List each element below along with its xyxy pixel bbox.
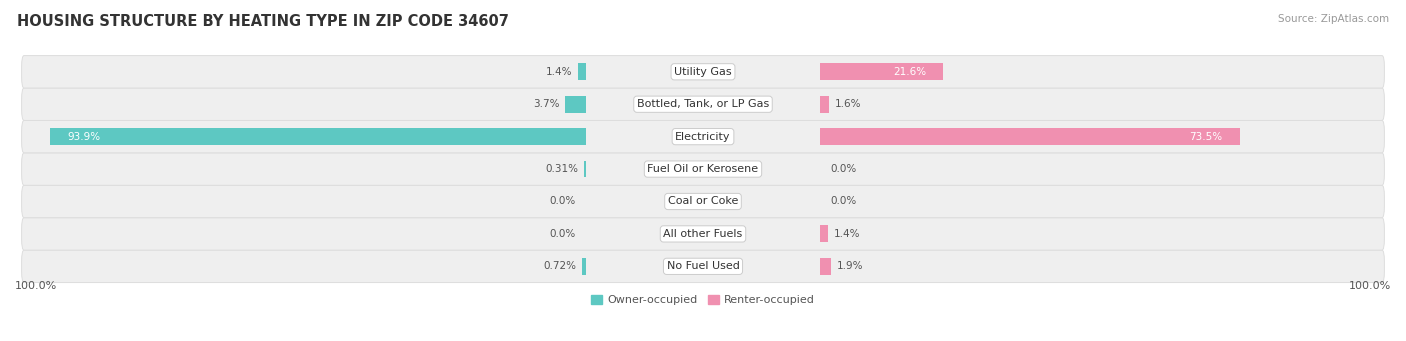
Bar bbox=[582, 258, 586, 275]
Text: 1.9%: 1.9% bbox=[837, 261, 863, 271]
FancyBboxPatch shape bbox=[21, 250, 1385, 283]
Text: Coal or Coke: Coal or Coke bbox=[668, 196, 738, 207]
Bar bbox=[49, 128, 586, 145]
Text: 0.72%: 0.72% bbox=[544, 261, 576, 271]
Text: 0.0%: 0.0% bbox=[550, 229, 575, 239]
Text: 0.0%: 0.0% bbox=[831, 164, 856, 174]
FancyBboxPatch shape bbox=[21, 153, 1385, 185]
Legend: Owner-occupied, Renter-occupied: Owner-occupied, Renter-occupied bbox=[586, 291, 820, 310]
FancyBboxPatch shape bbox=[21, 120, 1385, 153]
Bar bbox=[578, 63, 586, 80]
Bar bbox=[820, 258, 831, 275]
Text: 73.5%: 73.5% bbox=[1189, 132, 1222, 142]
Text: 1.4%: 1.4% bbox=[834, 229, 860, 239]
Text: 100.0%: 100.0% bbox=[15, 281, 58, 292]
FancyBboxPatch shape bbox=[21, 88, 1385, 120]
Bar bbox=[820, 225, 828, 242]
Text: Source: ZipAtlas.com: Source: ZipAtlas.com bbox=[1278, 14, 1389, 24]
FancyBboxPatch shape bbox=[21, 185, 1385, 218]
Text: 1.4%: 1.4% bbox=[546, 67, 572, 77]
Bar bbox=[820, 96, 830, 113]
Bar bbox=[820, 63, 943, 80]
Text: 100.0%: 100.0% bbox=[1348, 281, 1391, 292]
Text: 0.0%: 0.0% bbox=[550, 196, 575, 207]
FancyBboxPatch shape bbox=[21, 56, 1385, 88]
Text: Electricity: Electricity bbox=[675, 132, 731, 142]
Text: HOUSING STRUCTURE BY HEATING TYPE IN ZIP CODE 34607: HOUSING STRUCTURE BY HEATING TYPE IN ZIP… bbox=[17, 14, 509, 29]
Bar bbox=[820, 128, 1240, 145]
Bar bbox=[565, 96, 586, 113]
Text: Utility Gas: Utility Gas bbox=[675, 67, 731, 77]
Text: 3.7%: 3.7% bbox=[533, 99, 560, 109]
Text: 0.31%: 0.31% bbox=[546, 164, 579, 174]
Text: No Fuel Used: No Fuel Used bbox=[666, 261, 740, 271]
FancyBboxPatch shape bbox=[21, 218, 1385, 250]
Text: Bottled, Tank, or LP Gas: Bottled, Tank, or LP Gas bbox=[637, 99, 769, 109]
Text: 21.6%: 21.6% bbox=[893, 67, 927, 77]
Text: 1.6%: 1.6% bbox=[835, 99, 860, 109]
Text: 0.0%: 0.0% bbox=[831, 196, 856, 207]
Text: Fuel Oil or Kerosene: Fuel Oil or Kerosene bbox=[647, 164, 759, 174]
Bar bbox=[585, 161, 586, 178]
Text: 93.9%: 93.9% bbox=[67, 132, 100, 142]
Text: All other Fuels: All other Fuels bbox=[664, 229, 742, 239]
